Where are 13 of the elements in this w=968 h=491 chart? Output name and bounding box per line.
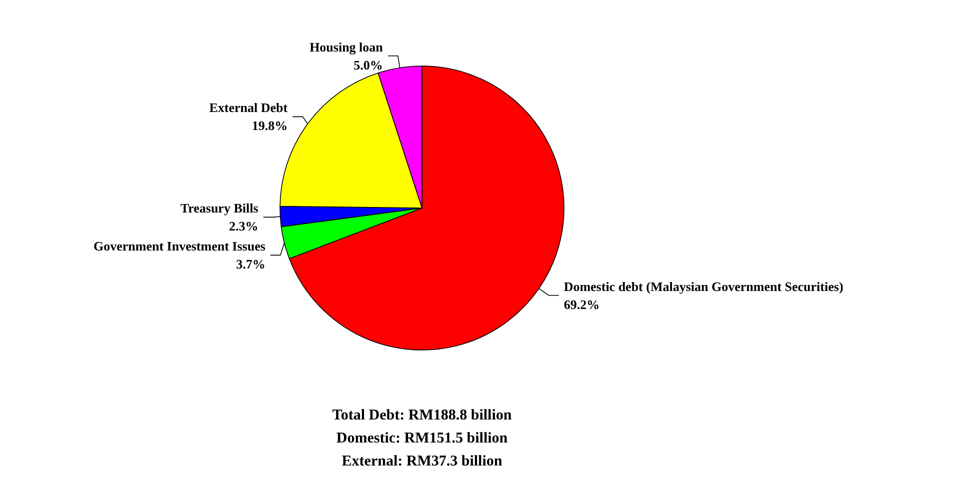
data-label: 5.0%	[354, 57, 383, 72]
slice-label: External Debt	[209, 100, 288, 116]
slice-label: Treasury Bills	[180, 200, 258, 216]
data-label: 69.2%	[564, 296, 600, 312]
text: External: RM37.3 billion	[342, 454, 503, 470]
slice-label: Housing loan	[310, 39, 384, 54]
data-label: 3.7%	[236, 256, 266, 272]
data-label: 19.8%	[252, 118, 288, 134]
text: Domestic: RM151.5 billion	[336, 430, 508, 446]
slice-label: Government Investment Issues	[94, 238, 266, 254]
text: Total Debt: RM188.8 billion	[332, 408, 512, 424]
data-label: 2.3%	[229, 218, 258, 234]
slice-label: Domestic debt (Malaysian Government Securities)	[564, 278, 844, 294]
